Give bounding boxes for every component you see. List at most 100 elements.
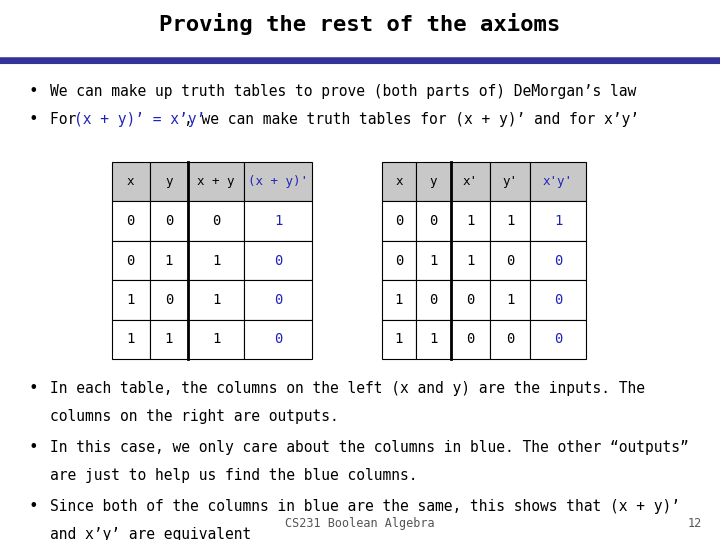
Text: CS231 Boolean Algebra: CS231 Boolean Algebra [285, 517, 435, 530]
Bar [490, 201, 530, 241]
Bar [150, 201, 188, 241]
Bar [530, 320, 586, 359]
Bar [112, 201, 150, 241]
Text: 0: 0 [274, 254, 282, 267]
Bar [382, 201, 416, 241]
Text: x: x [127, 175, 135, 188]
Text: For: For [50, 112, 86, 127]
Bar [530, 162, 586, 201]
Text: 0: 0 [395, 254, 403, 267]
Bar [188, 320, 244, 359]
Text: 1: 1 [395, 293, 403, 307]
Bar [451, 280, 490, 320]
Text: 1: 1 [429, 254, 438, 267]
Text: 0: 0 [274, 293, 282, 307]
Text: 0: 0 [127, 254, 135, 267]
Text: 1: 1 [467, 254, 474, 267]
Bar [451, 241, 490, 280]
Bar [188, 280, 244, 320]
Text: We can make up truth tables to prove (both parts of) DeMorgan’s law: We can make up truth tables to prove (bo… [50, 84, 636, 99]
Text: 1: 1 [467, 214, 474, 228]
Bar [150, 241, 188, 280]
Bar [490, 162, 530, 201]
Bar [382, 280, 416, 320]
Bar [451, 201, 490, 241]
Bar [490, 241, 530, 280]
Text: 1: 1 [506, 214, 514, 228]
Text: 1: 1 [274, 214, 282, 228]
Text: x: x [395, 175, 402, 188]
Bar [490, 280, 530, 320]
Text: 1: 1 [429, 333, 438, 346]
Text: •: • [29, 440, 38, 455]
Text: x + y: x + y [197, 175, 235, 188]
Bar [416, 241, 451, 280]
Text: 0: 0 [165, 214, 173, 228]
Text: Since both of the columns in blue are the same, this shows that (x + y)’: Since both of the columns in blue are th… [50, 498, 680, 514]
Bar [112, 280, 150, 320]
Text: , we can make truth tables for (x + y)’ and for x’y’: , we can make truth tables for (x + y)’ … [184, 112, 639, 127]
Bar [416, 320, 451, 359]
Text: and x’y’ are equivalent: and x’y’ are equivalent [50, 526, 252, 540]
Text: y: y [430, 175, 437, 188]
Bar [112, 162, 150, 201]
Bar [530, 241, 586, 280]
Text: 0: 0 [467, 333, 474, 346]
Text: •: • [29, 112, 38, 127]
Text: 1: 1 [127, 333, 135, 346]
Bar [188, 162, 244, 201]
Bar [150, 280, 188, 320]
Text: 1: 1 [127, 293, 135, 307]
Text: 12: 12 [688, 517, 702, 530]
Text: 0: 0 [467, 293, 474, 307]
Text: (x + y)': (x + y)' [248, 175, 308, 188]
Bar [150, 320, 188, 359]
Bar [244, 162, 312, 201]
Text: 0: 0 [274, 333, 282, 346]
Text: 1: 1 [165, 333, 173, 346]
Bar [244, 280, 312, 320]
Text: 0: 0 [429, 293, 438, 307]
Text: x'y': x'y' [543, 175, 573, 188]
Bar [382, 162, 416, 201]
Bar [382, 241, 416, 280]
Bar [451, 320, 490, 359]
Bar [244, 241, 312, 280]
Text: 0: 0 [554, 293, 562, 307]
Text: 0: 0 [212, 214, 220, 228]
Bar [490, 320, 530, 359]
Text: y': y' [503, 175, 518, 188]
Text: 1: 1 [165, 254, 173, 267]
Text: are just to help us find the blue columns.: are just to help us find the blue column… [50, 468, 418, 483]
Text: 0: 0 [395, 214, 403, 228]
Text: columns on the right are outputs.: columns on the right are outputs. [50, 409, 339, 424]
Bar [112, 320, 150, 359]
Bar [416, 280, 451, 320]
Text: 1: 1 [395, 333, 403, 346]
Bar [530, 280, 586, 320]
Text: 1: 1 [506, 293, 514, 307]
Bar [530, 201, 586, 241]
Text: 0: 0 [127, 214, 135, 228]
Text: y: y [165, 175, 173, 188]
Text: 1: 1 [212, 333, 220, 346]
Text: 0: 0 [506, 333, 514, 346]
Text: In each table, the columns on the left (x and y) are the inputs. The: In each table, the columns on the left (… [50, 381, 645, 396]
Bar [451, 162, 490, 201]
Text: 1: 1 [212, 293, 220, 307]
Bar [244, 201, 312, 241]
Text: 1: 1 [554, 214, 562, 228]
Text: •: • [29, 381, 38, 396]
Text: 1: 1 [212, 254, 220, 267]
Text: 0: 0 [554, 254, 562, 267]
Text: Proving the rest of the axioms: Proving the rest of the axioms [159, 14, 561, 35]
Text: 0: 0 [554, 333, 562, 346]
Text: •: • [29, 498, 38, 514]
Bar [416, 201, 451, 241]
Text: (x + y)’ = x’y’: (x + y)’ = x’y’ [74, 112, 205, 127]
Bar [188, 241, 244, 280]
Text: x': x' [463, 175, 478, 188]
Text: In this case, we only care about the columns in blue. The other “outputs”: In this case, we only care about the col… [50, 440, 689, 455]
Text: •: • [29, 84, 38, 99]
Text: 0: 0 [506, 254, 514, 267]
